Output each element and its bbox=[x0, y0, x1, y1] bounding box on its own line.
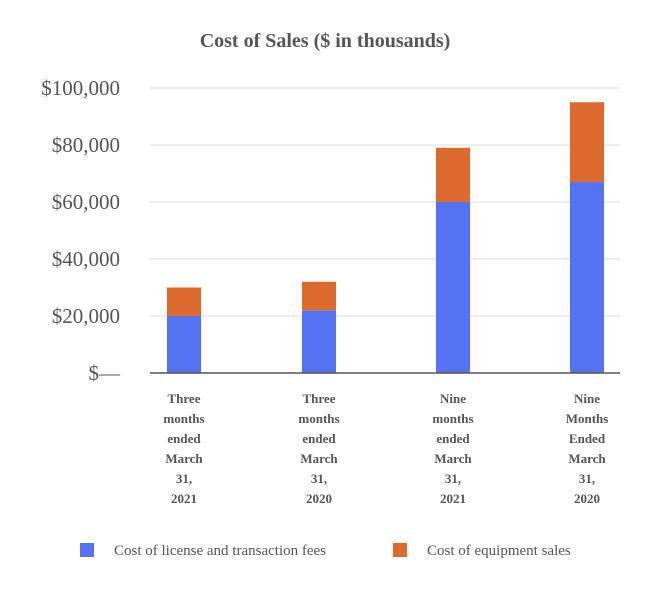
x-tick-label: Nine bbox=[440, 391, 466, 406]
x-tick-label: March bbox=[568, 451, 606, 466]
x-tick-label: Three bbox=[168, 391, 201, 406]
x-tick-label: 31, bbox=[579, 471, 595, 486]
x-tick-label: months bbox=[163, 411, 204, 426]
x-tick-label: 2021 bbox=[440, 491, 466, 506]
legend-label: Cost of equipment sales bbox=[427, 543, 571, 559]
x-tick-label: 2020 bbox=[306, 491, 332, 506]
bar-segment bbox=[436, 202, 470, 373]
bar-segment bbox=[302, 310, 336, 373]
y-tick-label: $— bbox=[89, 361, 122, 385]
y-tick-label: $40,000 bbox=[52, 247, 120, 271]
grid-lines bbox=[150, 87, 620, 317]
x-tick-label: March bbox=[300, 451, 338, 466]
bar-segment bbox=[570, 182, 604, 373]
bar-segment bbox=[167, 316, 201, 373]
x-tick-label: March bbox=[165, 451, 203, 466]
bar-segment bbox=[167, 287, 201, 316]
legend-swatch bbox=[80, 543, 94, 557]
x-tick-label: 31, bbox=[311, 471, 327, 486]
y-axis-ticks: $— $20,000 $40,000 $60,000 $80,000 $100,000 bbox=[41, 76, 121, 385]
x-tick-label: Ended bbox=[569, 431, 606, 446]
y-tick-label: $60,000 bbox=[52, 190, 120, 214]
y-tick-label: $20,000 bbox=[52, 304, 120, 328]
x-tick-label: 31, bbox=[176, 471, 192, 486]
x-axis-ticks: Three months ended March 31, 2021 Three months e… bbox=[163, 391, 608, 506]
x-tick-label: Months bbox=[566, 411, 609, 426]
x-tick-label: months bbox=[298, 411, 339, 426]
bar-segment bbox=[302, 281, 336, 311]
x-tick-label: ended bbox=[302, 431, 336, 446]
x-tick-label: ended bbox=[436, 431, 470, 446]
y-tick-label: $80,000 bbox=[52, 133, 120, 157]
x-tick-label: 31, bbox=[445, 471, 461, 486]
y-tick-label: $100,000 bbox=[41, 76, 120, 100]
x-tick-label: Nine bbox=[574, 391, 600, 406]
legend-swatch bbox=[393, 543, 407, 557]
x-tick-label: ended bbox=[167, 431, 201, 446]
x-tick-label: 2020 bbox=[574, 491, 600, 506]
bar-segment bbox=[436, 147, 470, 202]
x-tick-label: March bbox=[434, 451, 472, 466]
legend-label: Cost of license and transaction fees bbox=[114, 543, 326, 559]
bar-segment bbox=[570, 102, 604, 183]
bars bbox=[167, 102, 604, 373]
x-tick-label: months bbox=[432, 411, 473, 426]
x-tick-label: 2021 bbox=[171, 491, 197, 506]
x-tick-label: Three bbox=[303, 391, 336, 406]
legend: Cost of license and transaction fees Cost… bbox=[80, 543, 571, 559]
chart-title: Cost of Sales ($ in thousands) bbox=[200, 30, 451, 52]
